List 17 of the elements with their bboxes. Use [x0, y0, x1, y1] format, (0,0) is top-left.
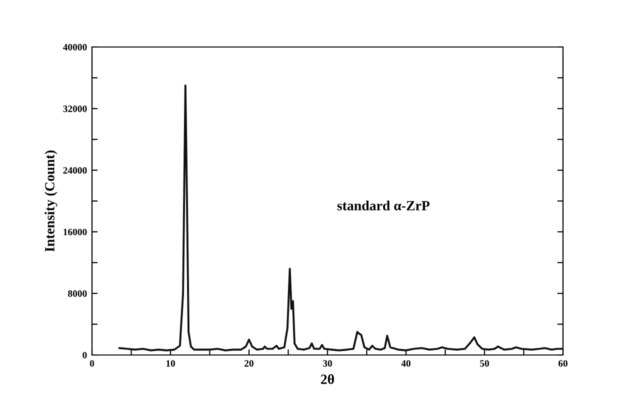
y-tick-label: 32000: [63, 106, 87, 112]
x-tick-label: 50: [480, 360, 489, 367]
annotation: standard α-ZrP: [337, 200, 430, 210]
x-tick-label: 20: [244, 360, 254, 367]
line-series: [118, 84, 563, 352]
y-tick-label: 8000: [68, 290, 87, 297]
x-tick-label: 40: [401, 360, 410, 367]
x-tick-label: 30: [323, 360, 332, 367]
y-tick-label: 40000: [62, 44, 87, 50]
y-axis-title: Intensity (Count): [44, 150, 58, 252]
x-tick-label: 60: [558, 360, 568, 367]
x-tick-label: 0: [90, 360, 94, 367]
y-tick-label: 0: [82, 352, 87, 358]
y-tick-label: 24000: [63, 167, 87, 174]
y-tick-label: 16000: [64, 228, 87, 236]
x-axis-title: 2θ: [320, 374, 334, 384]
x-tick-label: 10: [166, 360, 175, 367]
